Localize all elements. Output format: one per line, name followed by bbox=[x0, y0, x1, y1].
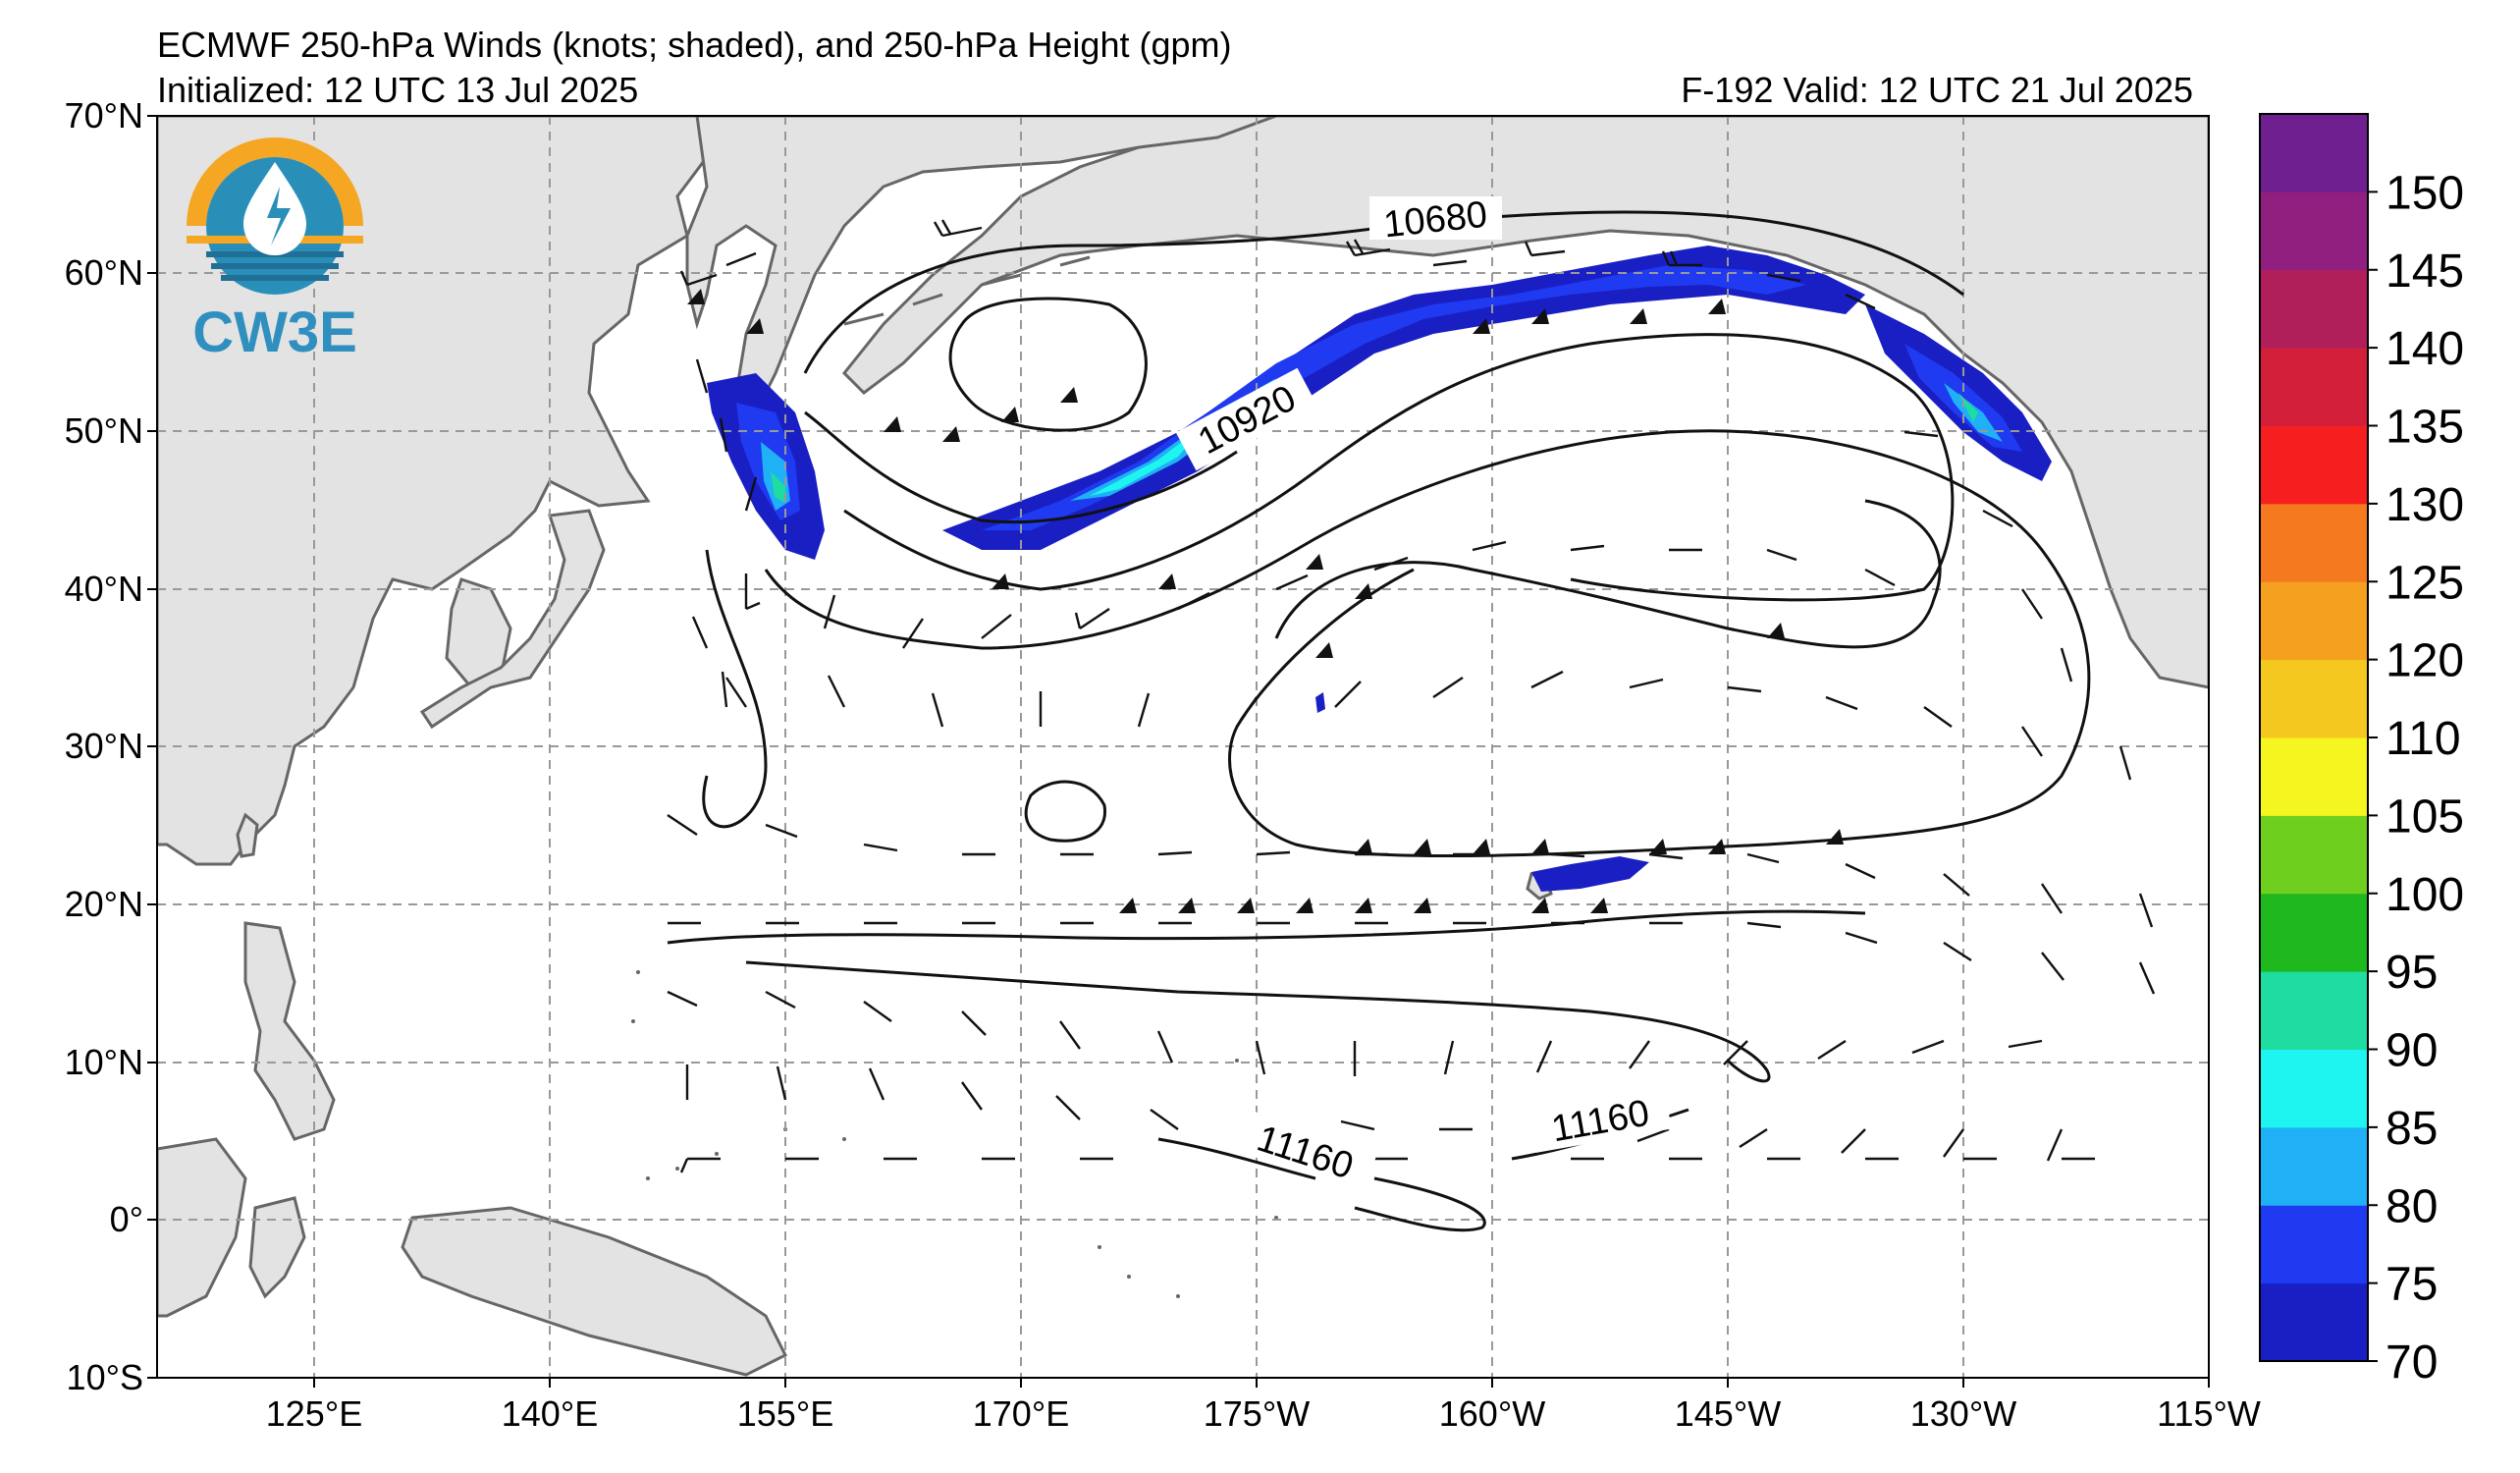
lon-label: 175°W bbox=[1204, 1393, 1310, 1434]
lon-label: 145°W bbox=[1675, 1393, 1781, 1434]
contour-10920 bbox=[843, 333, 1955, 602]
colorbar-swatch bbox=[2260, 114, 2368, 192]
lon-labels: 125°E 140°E 155°E 170°E 175°W 160°W 145°… bbox=[266, 1393, 2261, 1434]
lat-labels: 70°N 60°N 50°N 40°N 30°N 20°N 10°N 0° 10… bbox=[65, 95, 143, 1397]
colorbar-tick-label: 90 bbox=[2386, 1025, 2438, 1077]
colorbar-tick-label: 75 bbox=[2386, 1259, 2438, 1311]
lat-ticks bbox=[147, 115, 157, 1379]
colorbar-tick-label: 80 bbox=[2386, 1180, 2438, 1232]
contour-ridge bbox=[702, 549, 768, 829]
jet-streak-hawaii bbox=[1531, 856, 1649, 892]
lon-label: 160°W bbox=[1439, 1393, 1545, 1434]
colorbar-tick-label: 70 bbox=[2386, 1337, 2438, 1389]
land-philippines bbox=[243, 921, 336, 1141]
colorbar-swatch bbox=[2260, 581, 2368, 661]
map-content: 10680 10920 11160 11160 CW3E bbox=[157, 116, 2209, 1378]
contour-mid-2 bbox=[764, 429, 2091, 858]
contour-low-center bbox=[948, 297, 1148, 432]
colorbar-tick-label: 105 bbox=[2386, 791, 2464, 843]
colorbar-tick-label: 120 bbox=[2386, 635, 2464, 687]
lat-label: 70°N bbox=[65, 95, 143, 136]
colorbar-swatch bbox=[2260, 971, 2368, 1050]
initialized-label: Initialized: 12 UTC 13 Jul 2025 bbox=[157, 70, 639, 110]
colorbar-swatch bbox=[2260, 348, 2368, 426]
label-bg-10920 bbox=[1175, 367, 1318, 471]
colorbar-swatch bbox=[2260, 503, 2368, 582]
colorbar-swatch bbox=[2260, 1282, 2368, 1362]
lon-label: 140°E bbox=[502, 1393, 598, 1434]
colorbar-swatch bbox=[2260, 737, 2368, 816]
colorbar-tick-label: 145 bbox=[2386, 246, 2464, 298]
cw3e-logo: CW3E bbox=[187, 137, 363, 364]
contour-tropical bbox=[667, 909, 1866, 945]
lat-label: 0° bbox=[110, 1199, 143, 1239]
colorbar-tick-label: 85 bbox=[2386, 1103, 2438, 1155]
lat-label: 60°N bbox=[65, 252, 143, 293]
lat-label: 40°N bbox=[65, 569, 143, 609]
land-taiwan bbox=[236, 812, 259, 858]
jet-streak-small bbox=[1315, 692, 1325, 713]
colorbar-tick-label: 100 bbox=[2386, 869, 2464, 921]
valid-time-label: F-192 Valid: 12 UTC 21 Jul 2025 bbox=[1681, 70, 2193, 110]
colorbar-tick-label: 110 bbox=[2386, 713, 2461, 765]
colorbar-swatch bbox=[2260, 1126, 2368, 1206]
jet-streak-kurils-core3 bbox=[771, 471, 785, 503]
lon-label: 115°W bbox=[2157, 1393, 2261, 1434]
colorbar-swatch bbox=[2260, 1049, 2368, 1128]
lon-label: 125°E bbox=[266, 1393, 362, 1434]
lightning-icon bbox=[267, 187, 291, 246]
land-indonesia bbox=[157, 1137, 306, 1318]
colorbar-swatch bbox=[2260, 191, 2368, 271]
jet-streak-main bbox=[942, 246, 1865, 550]
wind-pennants bbox=[687, 289, 1844, 913]
contour-11160-a bbox=[1157, 1137, 1316, 1180]
colorbar-swatch bbox=[2260, 659, 2368, 738]
colorbar-tick-label: 130 bbox=[2386, 479, 2464, 531]
land-aleutians bbox=[843, 255, 1091, 326]
colorbar-swatch bbox=[2260, 425, 2368, 505]
lon-label: 170°E bbox=[973, 1393, 1069, 1434]
chart-title: ECMWF 250-hPa Winds (knots; shaded), and… bbox=[157, 25, 1232, 65]
contour-mid-1 bbox=[804, 410, 1238, 524]
label-bg-11160-b bbox=[1528, 1086, 1672, 1153]
land-new-guinea bbox=[401, 1206, 788, 1377]
lat-label: 50°N bbox=[65, 410, 143, 451]
logo-sun-ring bbox=[187, 137, 363, 226]
colorbar-tick-label: 135 bbox=[2386, 402, 2464, 454]
lon-label: 155°E bbox=[737, 1393, 833, 1434]
colorbar-tick-label: 95 bbox=[2386, 947, 2438, 999]
land-japan bbox=[419, 509, 606, 730]
contour-equatorial bbox=[745, 960, 1771, 1083]
colorbar-tick-label: 125 bbox=[2386, 557, 2464, 609]
contour-11160-b bbox=[1354, 1176, 1486, 1232]
colorbar: 70 75 80 85 90 95 100 105 110 120 125 130 135 140 145 1… bbox=[2259, 113, 2464, 1389]
colorbar-swatch bbox=[2260, 269, 2368, 349]
label-bg-10680 bbox=[1369, 196, 1502, 240]
lat-label: 20°N bbox=[65, 884, 143, 924]
lon-ticks bbox=[313, 1378, 2210, 1388]
colorbar-tick-label: 150 bbox=[2386, 167, 2464, 219]
colorbar-swatch bbox=[2260, 893, 2368, 972]
jet-streak-main-core bbox=[982, 265, 1806, 530]
lat-label: 30°N bbox=[65, 726, 143, 766]
contour-subtrop-high bbox=[1024, 780, 1106, 843]
colorbar-swatch bbox=[2260, 815, 2368, 895]
logo-text: CW3E bbox=[192, 300, 357, 364]
colorbar-tick-label: 140 bbox=[2386, 323, 2464, 375]
label-bg-11160-a bbox=[1233, 1109, 1378, 1193]
lat-label: 10°N bbox=[65, 1042, 143, 1082]
colorbar-swatch bbox=[2260, 1205, 2368, 1284]
lat-label: 10°S bbox=[67, 1357, 143, 1397]
lon-label: 130°W bbox=[1910, 1393, 2016, 1434]
